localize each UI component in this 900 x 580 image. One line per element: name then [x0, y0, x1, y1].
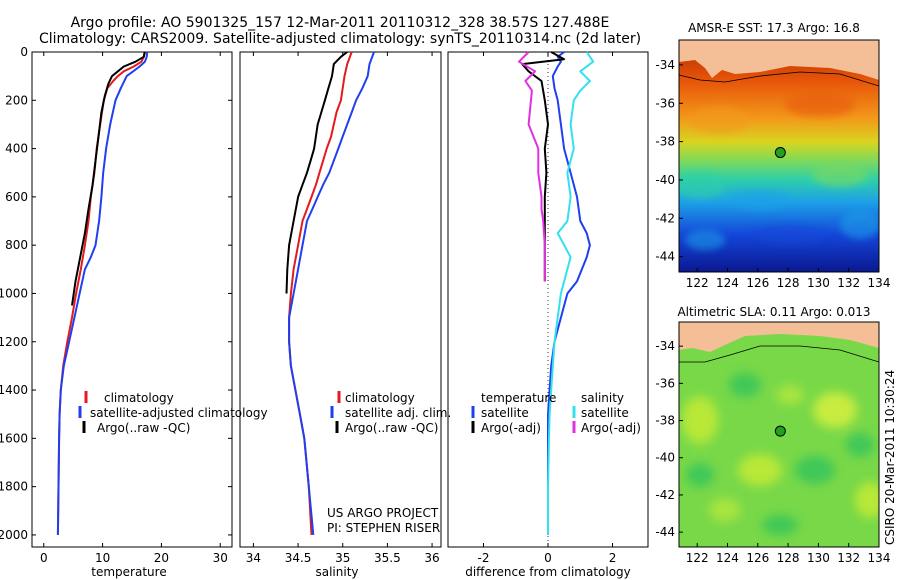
map-x-tick-label: 122 — [686, 551, 709, 565]
x-tick-label: -2 — [477, 551, 489, 565]
difference-axis-label: difference from climatology — [465, 565, 631, 579]
legend-title-temperature: temperature — [481, 391, 556, 405]
series-sal-argo — [518, 51, 546, 282]
series-satellite-adjusted — [288, 51, 375, 535]
map-x-tick-label: 124 — [716, 551, 739, 565]
difference-legend: temperature salinity satellite Argo(-adj… — [471, 391, 641, 435]
x-tick-label: 10 — [95, 551, 110, 565]
figure-title-line2: Climatology: CARS2009. Satellite-adjuste… — [38, 31, 642, 47]
sla-land — [679, 322, 879, 352]
y-tick-label: 1600 — [0, 431, 28, 445]
salinity-legend: climatology satellite adj. clim. Argo(..… — [330, 391, 451, 435]
x-tick-label: 35 — [335, 551, 350, 565]
map-y-tick-label: -34 — [655, 339, 675, 353]
map-x-tick-label: 134 — [868, 276, 891, 290]
x-tick-label: 30 — [213, 551, 228, 565]
map-x-tick-label: 126 — [746, 551, 769, 565]
y-tick-label: 400 — [5, 142, 28, 156]
y-tick-label: 0 — [20, 45, 28, 59]
legend-title-salinity: salinity — [581, 391, 624, 405]
sla-map — [678, 321, 880, 548]
salinity-axes: 34 34.5 35 35.5 36 — [239, 51, 442, 565]
x-tick-label: 34.5 — [285, 551, 312, 565]
map-x-tick-label: 130 — [807, 276, 830, 290]
x-tick-label: 0 — [544, 551, 552, 565]
map-y-tick-label: -44 — [655, 250, 675, 264]
y-tick-label: 1400 — [0, 383, 28, 397]
map-x-tick-label: 124 — [716, 276, 739, 290]
x-tick-label: 20 — [154, 551, 169, 565]
map-y-tick-label: -38 — [655, 414, 675, 428]
map-ticks: 122 124 126 128 130 132 134 -34 -36 -38 -40 -42 -44 — [655, 339, 890, 565]
x-tick-label: 2 — [609, 551, 617, 565]
legend-label-climatology: climatology — [104, 391, 174, 405]
y-tick-label: 1200 — [0, 335, 28, 349]
series-argo — [285, 51, 348, 294]
legend-label-sal-argo: Argo(-adj) — [581, 421, 641, 435]
map-y-tick-label: -38 — [655, 135, 675, 149]
figure-title-line1: Argo profile: AO 5901325_157 12-Mar-2011… — [70, 15, 610, 31]
map-y-tick-label: -34 — [655, 58, 675, 72]
x-tick-label: 36 — [424, 551, 439, 565]
salinity-axis-label: salinity — [315, 565, 358, 579]
map-x-tick-label: 122 — [686, 276, 709, 290]
temperature-axes: 0 10 20 30 0 200 400 600 800 1000 1200 1400 1600 1800… — [0, 45, 233, 565]
series-sal-satellite — [547, 51, 595, 535]
legend-label-climatology: climatology — [345, 391, 415, 405]
map-x-tick-label: 132 — [837, 551, 860, 565]
legend-label-temp-satellite: satellite — [481, 406, 529, 420]
series-satellite-adjusted — [56, 51, 149, 535]
temperature-axis-label: temperature — [91, 565, 166, 579]
legend-label-satellite: satellite adj. clim. — [345, 406, 451, 420]
map-x-tick-label: 128 — [777, 551, 800, 565]
legend-label-argo: Argo(..raw -QC) — [97, 421, 190, 435]
argo-position-marker-sla — [774, 425, 786, 437]
map-y-tick-label: -40 — [655, 451, 675, 465]
temperature-legend: climatology satellite-adjusted climatolo… — [78, 391, 268, 435]
legend-label-argo: Argo(..raw -QC) — [345, 421, 438, 435]
sst-land — [679, 40, 879, 80]
argo-position-marker-sst — [774, 147, 786, 159]
map-x-tick-label: 132 — [837, 276, 860, 290]
sla-map-title: Altimetric SLA: 0.11 Argo: 0.013 — [677, 305, 870, 319]
y-tick-label: 800 — [5, 238, 28, 252]
y-tick-label: 600 — [5, 190, 28, 204]
series-temp-satellite — [547, 51, 591, 535]
map-y-tick-label: -44 — [655, 525, 675, 539]
legend-label-sal-satellite: satellite — [581, 406, 629, 420]
x-tick-label: 0 — [40, 551, 48, 565]
pi-label: PI: STEPHEN RISER — [327, 521, 440, 535]
map-x-tick-label: 134 — [868, 551, 891, 565]
y-tick-label: 1000 — [0, 286, 28, 300]
y-tick-label: 1800 — [0, 480, 28, 494]
map-y-tick-label: -36 — [655, 376, 675, 390]
y-tick-label: 2000 — [0, 528, 28, 542]
map-x-tick-label: 128 — [777, 276, 800, 290]
x-tick-label: 35.5 — [374, 551, 401, 565]
csiro-timestamp-label: CSIRO 20-Mar-2011 10:30:24 — [883, 370, 897, 545]
legend-label-temp-argo: Argo(-adj) — [481, 421, 541, 435]
map-y-tick-label: -42 — [655, 211, 675, 225]
map-ticks: 122 124 126 128 130 132 134 -34 -36 -38 -40 -42 -44 — [655, 58, 890, 290]
difference-axes: -2 0 2 — [447, 51, 649, 565]
legend-label-satellite: satellite-adjusted climatology — [90, 406, 268, 420]
map-x-tick-label: 130 — [807, 551, 830, 565]
project-label: US ARGO PROJECT — [327, 506, 439, 520]
map-y-tick-label: -36 — [655, 96, 675, 110]
y-tick-label: 200 — [5, 93, 28, 107]
series-argo — [71, 51, 146, 306]
map-x-tick-label: 126 — [746, 276, 769, 290]
x-tick-label: 34 — [246, 551, 261, 565]
map-y-tick-label: -40 — [655, 173, 675, 187]
map-y-tick-label: -42 — [655, 488, 675, 502]
sst-map-title: AMSR-E SST: 17.3 Argo: 16.8 — [688, 21, 860, 35]
